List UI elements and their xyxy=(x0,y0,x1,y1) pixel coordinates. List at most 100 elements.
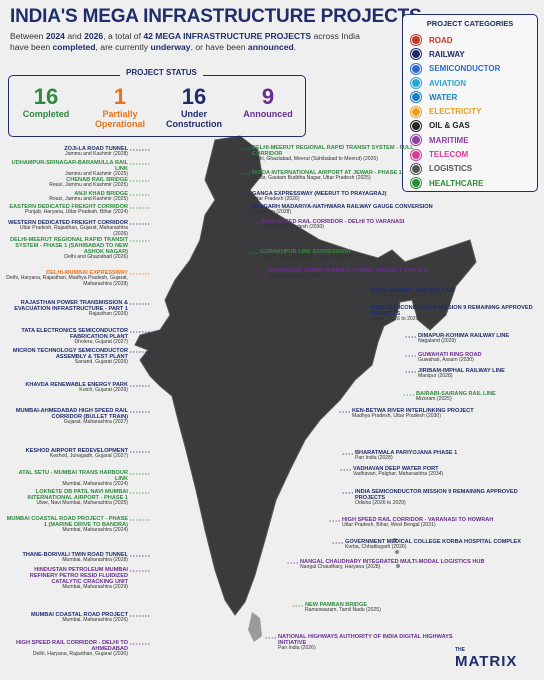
project-detail: Korba, Chhattisgarh (2026) xyxy=(345,544,407,551)
status-item: 16 Under Construction xyxy=(157,76,231,136)
project-detail: Nagaland (2029) xyxy=(418,338,456,345)
project-label: ANJI KHAD BRIDGE Reasi, Jammu and Kashmir… xyxy=(6,191,128,203)
project-label: DELHI-MEERUT REGIONAL RAPID TRANSIT SYST… xyxy=(6,237,128,261)
project-label: KHAVDA RENEWABLE ENERGY PARK Kutch, Gujar… xyxy=(6,382,128,394)
legend-item: OIL & GAS xyxy=(411,119,529,133)
subtitle-part: , or have been xyxy=(190,41,248,52)
subtitle-part: and xyxy=(64,31,85,41)
subtitle-part: completed xyxy=(52,41,96,52)
legend-label: SEMICONDUCTOR xyxy=(429,64,501,74)
project-name: GUWAHATI RING ROAD xyxy=(418,352,482,358)
legend-label: HEALTHCARE xyxy=(429,178,484,188)
project-label: NABINAGAR SUPER THERMAL POWER PROJECT ST… xyxy=(268,268,453,280)
project-label: EASTERN DEDICATED FREIGHT CORRIDOR Punjab… xyxy=(6,204,128,216)
project-detail: Dholera, Gujarat (2027) xyxy=(74,339,128,346)
legend-label: ROAD xyxy=(429,35,453,45)
project-detail: Vadhavan, Palghar, Maharashtra (2034) xyxy=(353,471,444,478)
project-name: ATAL SETU - MUMBAI TRANS HARBOUR LINK xyxy=(18,470,128,483)
subtitle-part: Between xyxy=(10,31,46,41)
project-detail: Manipur (2028) xyxy=(418,373,453,380)
project-label: WESTERN DEDICATED FREIGHT CORRIDOR Uttar … xyxy=(6,220,128,238)
project-detail: West Bengal and Sikkim (2027) xyxy=(370,293,442,300)
legend-label: WATER xyxy=(429,92,458,102)
project-name: EASTERN DEDICATED FREIGHT CORRIDOR xyxy=(9,204,128,210)
project-name: HIGH SPEED RAIL CORRIDOR - DELHI TO AHME… xyxy=(16,640,128,653)
legend-icon xyxy=(411,178,421,189)
project-name: MUMBAI-AHMEDABAD HIGH SPEED RAIL CORRIDO… xyxy=(15,408,128,421)
project-label: INDIA SEMICONDUCTOR MISSION 9 REMAINING … xyxy=(370,305,538,323)
legend-label: MARITIME xyxy=(429,135,469,145)
project-detail: Nabinagar, Bihar (2030) xyxy=(268,273,323,280)
legend-icon xyxy=(411,78,421,89)
legend-icon xyxy=(411,149,421,160)
project-label: BAIRABI-SAIRANG RAIL LINE Mizoram (2025) xyxy=(416,391,538,403)
project-label: DELHI-MUMBAI EXPRESSWAY Delhi, Haryana, R… xyxy=(6,270,128,288)
status-item: 9 Announced xyxy=(231,76,305,136)
project-name: DELHI-MEERUT REGIONAL RAPID TRANSIT SYST… xyxy=(252,145,414,158)
project-detail: Delhi, Haryana, Rajasthan, Madhya Prades… xyxy=(6,275,128,287)
india-map xyxy=(134,135,477,616)
project-name: INDIA SEMICONDUCTOR MISSION 9 REMAINING … xyxy=(370,305,533,318)
status-label: Completed xyxy=(22,109,70,119)
project-detail: Keshod, Junagadh, Gujarat (2027) xyxy=(49,453,128,460)
project-name: GANGA EXPRESSWAY (MEERUT TO PRAYAGRAJ) xyxy=(252,191,387,197)
project-name: NANGAL CHAUDHARY INTEGRATED MULTI-MODAL … xyxy=(300,559,485,565)
project-detail: Jewar, Gautam Buddha Nagar, Uttar Prades… xyxy=(252,175,371,182)
project-name: GOVERNMENT MEDICAL COLLEGE KORBA HOSPITA… xyxy=(345,539,522,545)
island xyxy=(396,564,400,568)
legend-label: LOGISTICS xyxy=(429,164,473,174)
status-title: PROJECT STATUS xyxy=(120,68,203,77)
project-name: MICRON TECHNOLOGY SEMICONDUCTOR ASSEMBLY… xyxy=(12,348,128,361)
project-label: NOIDA INTERNATIONAL AIRPORT AT JEWAR - P… xyxy=(252,170,437,182)
sri-lanka xyxy=(248,612,262,642)
legend-item: TELECOM xyxy=(411,147,529,161)
subtitle-part: across India have been xyxy=(10,31,360,52)
project-detail: Mumbai, Maharashtra (2026) xyxy=(62,617,128,624)
project-detail: Guwahati, Assam (2030) xyxy=(418,357,474,364)
status-item: 16 Completed xyxy=(9,76,83,136)
subtitle: Between 2024 and 2026, a total of 42 MEG… xyxy=(10,31,370,52)
project-detail: Madhya Pradesh, Uttar Pradesh (2030) xyxy=(352,413,441,420)
legend-icon xyxy=(411,49,421,60)
legend-icon xyxy=(411,135,421,146)
legend-icon xyxy=(411,120,421,131)
logo: THE MATRIX xyxy=(455,648,517,671)
project-name: ANJI KHAD BRIDGE xyxy=(74,191,128,197)
legend-label: RAILWAY xyxy=(429,49,465,59)
project-label: GUWAHATI RING ROAD Guwahati, Assam (2030) xyxy=(418,352,540,364)
legend: PROJECT CATEGORIES ROAD RAILWAY SEMICONDUCT… xyxy=(402,14,538,192)
project-name: RAJASTHAN POWER TRANSMISSION & EVACUATIO… xyxy=(14,300,128,313)
status-count: 1 xyxy=(113,84,127,109)
project-detail: Uttar Pradesh (2026) xyxy=(252,196,300,203)
project-label: UDHAMPUR-SRINAGAR-BARAMULLA RAIL LINK Jam… xyxy=(6,160,128,178)
subtitle-part: 2024 xyxy=(45,31,65,41)
project-name: NOIDA INTERNATIONAL AIRPORT AT JEWAR - P… xyxy=(252,170,402,176)
project-detail: Delhi, Haryana, Rajasthan, Gujarat (2030… xyxy=(32,651,128,658)
project-name: DELHI-MUMBAI EXPRESSWAY xyxy=(46,270,128,276)
project-label: NANGAL CHAUDHARY INTEGRATED MULTI-MODAL … xyxy=(300,559,485,571)
project-label: NEW PAMBAN BRIDGE Rameswaram, Tamil Nadu … xyxy=(305,602,490,614)
project-detail: Mizoram (2025) xyxy=(416,396,452,403)
project-label: HIGH SPEED RAIL CORRIDOR - DELHI TO AHME… xyxy=(6,640,128,658)
project-label: MUMBAI-AHMEDABAD HIGH SPEED RAIL CORRIDO… xyxy=(6,408,128,426)
project-label: DELHI-MEERUT REGIONAL RAPID TRANSIT SYST… xyxy=(252,145,437,163)
project-detail: Rajasthan (2028) xyxy=(252,209,292,216)
project-detail: Jammu and Kashmir (2025) xyxy=(65,171,128,178)
project-detail: Pan India (2026) xyxy=(278,645,316,652)
project-label: BHARATMALA PARIYOJANA PHASE 1 Pan India (… xyxy=(355,450,538,462)
project-name: KESHOD AIRPORT REDEVELOPMENT xyxy=(25,448,128,454)
project-detail: Odisha (2026 to 2029) xyxy=(355,500,406,507)
project-name: MUMBAI COASTAL ROAD PROJECT - PHASE 1 (M… xyxy=(6,516,128,529)
project-name: DELHI-MEERUT REGIONAL RAPID TRANSIT SYST… xyxy=(10,237,128,256)
project-label: MICRON TECHNOLOGY SEMICONDUCTOR ASSEMBLY… xyxy=(6,348,128,366)
status-count: 16 xyxy=(33,84,59,109)
project-detail: Mumbai, Maharashtra (2024) xyxy=(62,527,128,534)
project-detail: Gujarat, Maharashtra (2027) xyxy=(63,419,128,426)
project-name: ZOJI-LA ROAD TUNNEL xyxy=(64,146,128,152)
project-name: JIRIBAM-IMPHAL RAILWAY LINE xyxy=(418,368,505,374)
project-label: DEVGARH MADARIYA-NATHWARA RAILWAY GAUGE … xyxy=(252,204,437,216)
project-label: NATIONAL HIGHWAYS AUTHORITY OF INDIA DIG… xyxy=(278,634,463,652)
project-label: GORAKHPUR LINK EXPRESSWAY Gorakhpur to Az… xyxy=(260,249,445,261)
